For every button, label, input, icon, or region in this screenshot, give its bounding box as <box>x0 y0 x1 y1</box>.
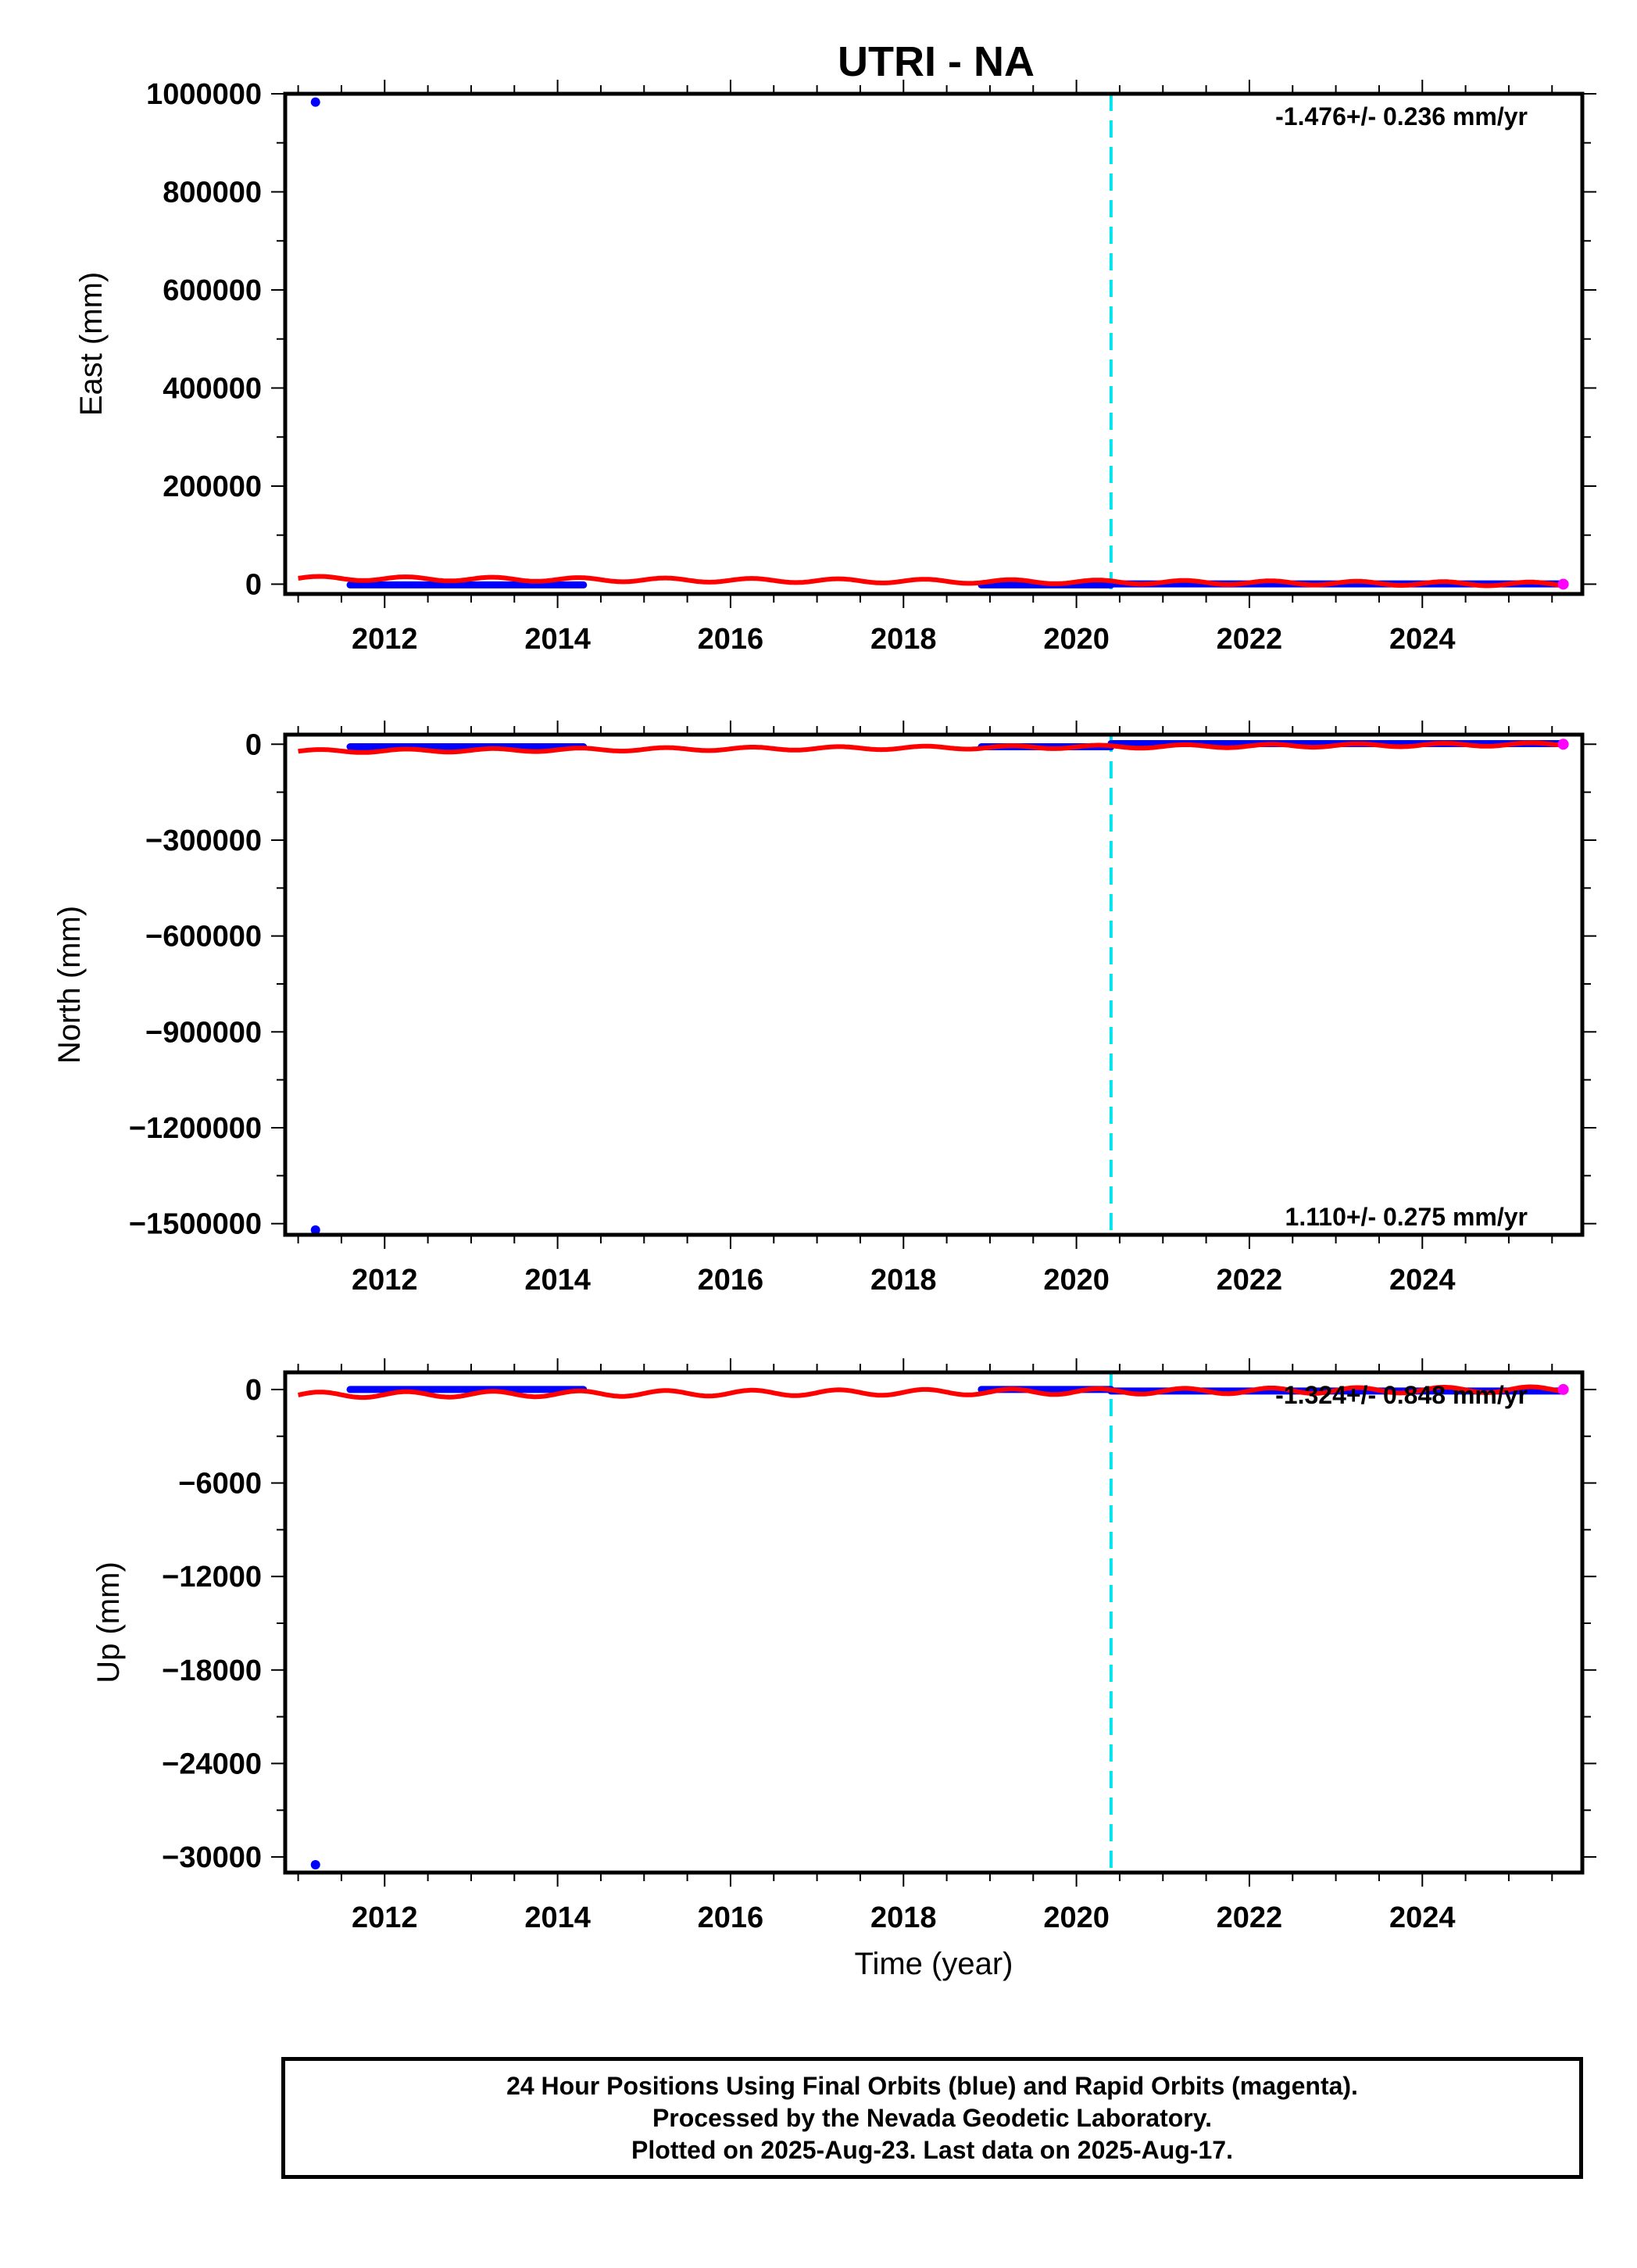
y-axis-label: North (mm) <box>52 906 87 1064</box>
x-tick-label: 2024 <box>1389 1264 1456 1297</box>
y-tick-label: 0 <box>245 1374 262 1407</box>
model-fit-line <box>298 1384 1561 1401</box>
processing-info-box: 24 Hour Positions Using Final Orbits (bl… <box>281 2057 1583 2179</box>
rate-annotation: -1.476+/- 0.236 mm/yr <box>1275 102 1528 131</box>
y-tick-label: 800000 <box>163 176 262 209</box>
x-tick-label: 2024 <box>1389 623 1456 656</box>
y-tick-label: −18000 <box>162 1654 262 1687</box>
x-tick-label: 2014 <box>524 623 591 656</box>
footer-line-3: Plotted on 2025-Aug-23. Last data on 202… <box>631 2135 1233 2164</box>
x-tick-label: 2012 <box>352 623 418 656</box>
y-tick-label: −24000 <box>162 1748 262 1780</box>
y-tick-label: −1500000 <box>129 1208 262 1241</box>
rapid-orbit-point <box>1557 1383 1569 1395</box>
x-tick-label: 2016 <box>698 1901 764 1934</box>
x-tick-label: 2018 <box>870 623 937 656</box>
y-tick-label: 400000 <box>163 372 262 405</box>
chart-title: UTRI - NA <box>838 38 1035 85</box>
model-fit-line <box>298 574 1561 588</box>
plot-frame <box>283 91 1585 596</box>
panel-north: 2012 2014 2016 2018 2020 2022 2024 0 −300000 −600… <box>52 721 1596 1297</box>
outlier-point <box>310 1225 320 1235</box>
panels-group: 2012 2014 2016 2018 2020 2022 2024 0 200000 40000… <box>52 78 1596 1981</box>
footer-line-2: Processed by the Nevada Geodetic Laborat… <box>652 2103 1213 2132</box>
plot-area <box>298 735 1569 1235</box>
footer-line-1: 24 Hour Positions Using Final Orbits (bl… <box>506 2071 1358 2100</box>
x-tick-label: 2016 <box>698 623 764 656</box>
panel-east: 2012 2014 2016 2018 2020 2022 2024 0 200000 40000… <box>74 78 1596 656</box>
x-tick-label: 2020 <box>1043 1901 1110 1934</box>
y-tick-label: 600000 <box>163 274 262 307</box>
y-tick-label: 1000000 <box>146 78 262 111</box>
x-tick-label: 2024 <box>1389 1901 1456 1934</box>
y-tick-label: −900000 <box>145 1016 262 1049</box>
x-axis-label: Time (year) <box>855 1947 1013 1981</box>
plot-area <box>298 94 1569 594</box>
outlier-point <box>310 97 320 107</box>
x-tick-label: 2018 <box>870 1901 937 1934</box>
x-tick-label: 2022 <box>1217 1901 1283 1934</box>
x-tick-label: 2012 <box>352 1901 418 1934</box>
y-tick-label: −6000 <box>178 1468 262 1501</box>
outlier-point <box>310 1860 320 1870</box>
plot-frame <box>283 1370 1585 1875</box>
y-tick-label: −300000 <box>145 825 262 857</box>
x-tick-label: 2012 <box>352 1264 418 1297</box>
x-tick-label: 2014 <box>524 1901 591 1934</box>
panel-up: 2012 2014 2016 2018 2020 2022 2024 0 −6000 −12000… <box>91 1358 1596 1981</box>
y-axis-label: East (mm) <box>74 272 109 416</box>
x-tick-label: 2014 <box>524 1264 591 1297</box>
rate-annotation: 1.110+/- 0.275 mm/yr <box>1285 1203 1528 1231</box>
x-tick-label: 2018 <box>870 1264 937 1297</box>
x-tick-label: 2016 <box>698 1264 764 1297</box>
model-fit-line <box>298 740 1561 755</box>
y-tick-label: −12000 <box>162 1561 262 1594</box>
y-tick-label: −30000 <box>162 1841 262 1874</box>
x-tick-label: 2020 <box>1043 623 1110 656</box>
y-tick-label: −1200000 <box>129 1112 262 1145</box>
y-tick-label: 0 <box>245 568 262 601</box>
y-tick-label: 200000 <box>163 470 262 503</box>
x-tick-label: 2022 <box>1217 623 1283 656</box>
x-tick-label: 2020 <box>1043 1264 1110 1297</box>
y-tick-label: −600000 <box>145 921 262 953</box>
y-axis-label: Up (mm) <box>91 1561 126 1683</box>
plot-frame <box>283 732 1585 1237</box>
rapid-orbit-point <box>1557 739 1569 750</box>
rate-annotation: -1.324+/- 0.848 mm/yr <box>1275 1381 1528 1409</box>
rapid-orbit-point <box>1557 578 1569 590</box>
x-tick-label: 2022 <box>1217 1264 1283 1297</box>
plot-area <box>298 1372 1569 1873</box>
y-tick-label: 0 <box>245 728 262 761</box>
